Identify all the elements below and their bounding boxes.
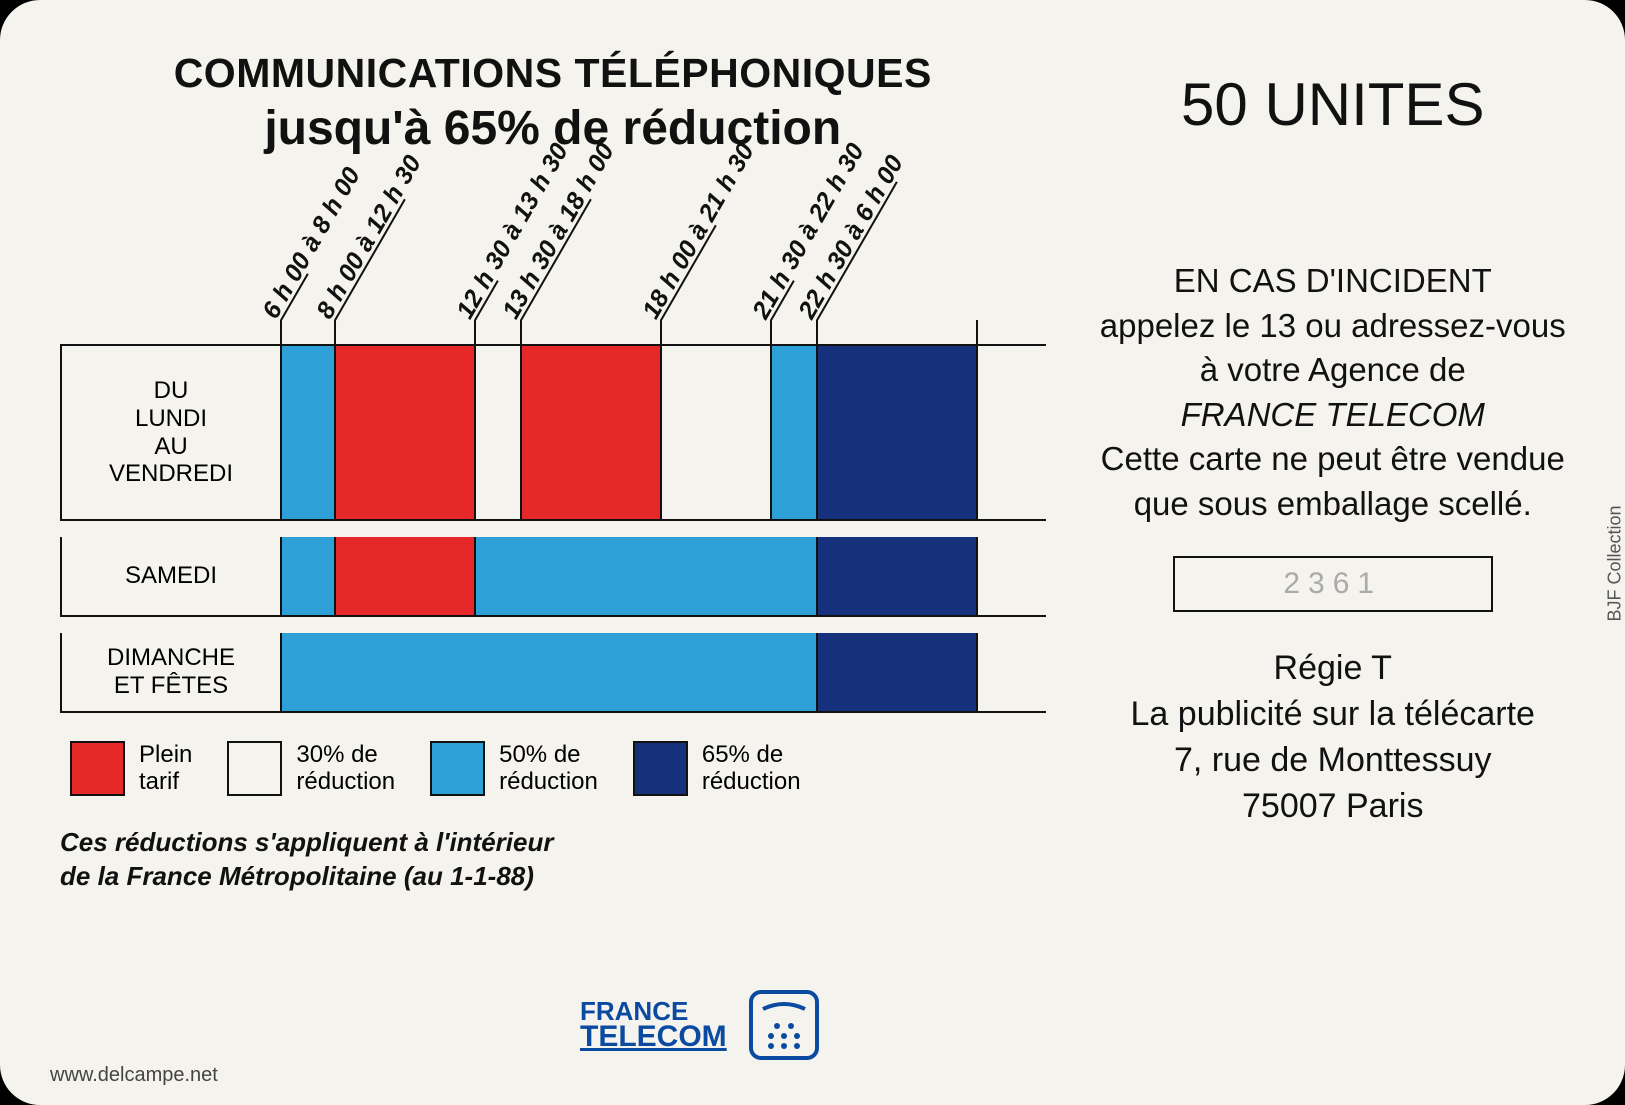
ft-logo-line2: TELECOM [580, 1023, 727, 1050]
bar-segment [476, 346, 522, 519]
legend-label: 65% deréduction [702, 742, 801, 795]
chart-row: DIMANCHEET FÊTES [60, 633, 1046, 713]
regie-block: Régie T La publicité sur la télécarte 7,… [1131, 646, 1535, 830]
incident-block: EN CAS D'INCIDENT appelez le 13 ou adres… [1100, 259, 1566, 526]
chart-row: DULUNDIAUVENDREDI [60, 346, 1046, 521]
units-label: 50 UNITES [1181, 70, 1484, 139]
serial-number: 2361 [1283, 567, 1382, 601]
legend-swatch [70, 741, 125, 796]
bar-segment [476, 537, 818, 615]
tick [280, 320, 282, 344]
legend-item: 50% deréduction [430, 741, 598, 796]
footnote: Ces réductions s'appliquent à l'intérieu… [60, 826, 1046, 894]
legend-label: 50% deréduction [499, 742, 598, 795]
incident-l3: à votre Agence de [1100, 348, 1566, 393]
legend-item: Pleintarif [70, 741, 192, 796]
bar-segment [772, 346, 818, 519]
row-bars [282, 346, 1046, 521]
bar-segment [662, 346, 772, 519]
tick [816, 320, 818, 344]
incident-l2: appelez le 13 ou adressez-vous [1100, 304, 1566, 349]
tick [770, 320, 772, 344]
chart-row: SAMEDI [60, 537, 1046, 617]
tick [660, 320, 662, 344]
tick-row [280, 320, 1046, 344]
right-column: 50 UNITES EN CAS D'INCIDENT appelez le 1… [1096, 50, 1571, 1060]
phone-card: COMMUNICATIONS TÉLÉPHONIQUES jusqu'à 65%… [0, 0, 1625, 1105]
footnote-line1: Ces réductions s'appliquent à l'intérieu… [60, 827, 553, 857]
tariff-chart: 6 h 00 à 8 h 008 h 00 à 12 h 3012 h 30 à… [60, 194, 1046, 796]
bar-segment [282, 537, 336, 615]
legend-item: 65% deréduction [633, 741, 801, 796]
legend-swatch [430, 741, 485, 796]
legend-swatch [227, 741, 282, 796]
row-label: DIMANCHEET FÊTES [62, 633, 282, 713]
bar-segment [282, 633, 818, 711]
row-bars [282, 537, 1046, 617]
row-label: DULUNDIAUVENDREDI [62, 346, 282, 521]
serial-box: 2361 [1173, 556, 1493, 612]
row-bars [282, 633, 1046, 713]
bar-segment [818, 537, 978, 615]
regie-l3: 7, rue de Monttessuy [1131, 738, 1535, 784]
bar-segment [818, 346, 978, 519]
chart-rows: DULUNDIAUVENDREDI SAMEDI DIMANCHEET FÊTES [60, 344, 1046, 713]
incident-l1: EN CAS D'INCIDENT [1100, 259, 1566, 304]
time-label: 18 h 00 à 21 h 30 [637, 139, 761, 324]
incident-l5: Cette carte ne peut être vendue [1100, 437, 1566, 482]
regie-l4: 75007 Paris [1131, 784, 1535, 830]
legend-swatch [633, 741, 688, 796]
incident-l4: FRANCE TELECOM [1100, 393, 1566, 438]
legend-label: 30% deréduction [296, 742, 395, 795]
bar-segment [522, 346, 662, 519]
legend-item: 30% deréduction [227, 741, 395, 796]
bar-segment [336, 346, 476, 519]
watermark-side: BJF Collection [1605, 505, 1625, 621]
footnote-line2: de la France Métropolitaine (au 1-1-88) [60, 861, 534, 891]
legend: Pleintarif 30% deréduction 50% deréduction… [70, 741, 1046, 796]
regie-l2: La publicité sur la télécarte [1131, 692, 1535, 738]
row-label: SAMEDI [62, 537, 282, 617]
incident-l6: que sous emballage scellé. [1100, 482, 1566, 527]
regie-l1: Régie T [1131, 646, 1535, 692]
ft-logo-icon [749, 990, 819, 1060]
ft-logo-text: FRANCE TELECOM [580, 1000, 727, 1050]
bar-segment [818, 633, 978, 711]
tick [520, 320, 522, 344]
title-line1: COMMUNICATIONS TÉLÉPHONIQUES [60, 50, 1046, 97]
legend-label: Pleintarif [139, 742, 192, 795]
france-telecom-logo: FRANCE TELECOM [580, 990, 819, 1060]
tick [474, 320, 476, 344]
tick [334, 320, 336, 344]
left-column: COMMUNICATIONS TÉLÉPHONIQUES jusqu'à 65%… [60, 50, 1046, 1060]
bar-segment [336, 537, 476, 615]
bar-segment [282, 346, 336, 519]
watermark: www.delcampe.net [50, 1064, 218, 1087]
